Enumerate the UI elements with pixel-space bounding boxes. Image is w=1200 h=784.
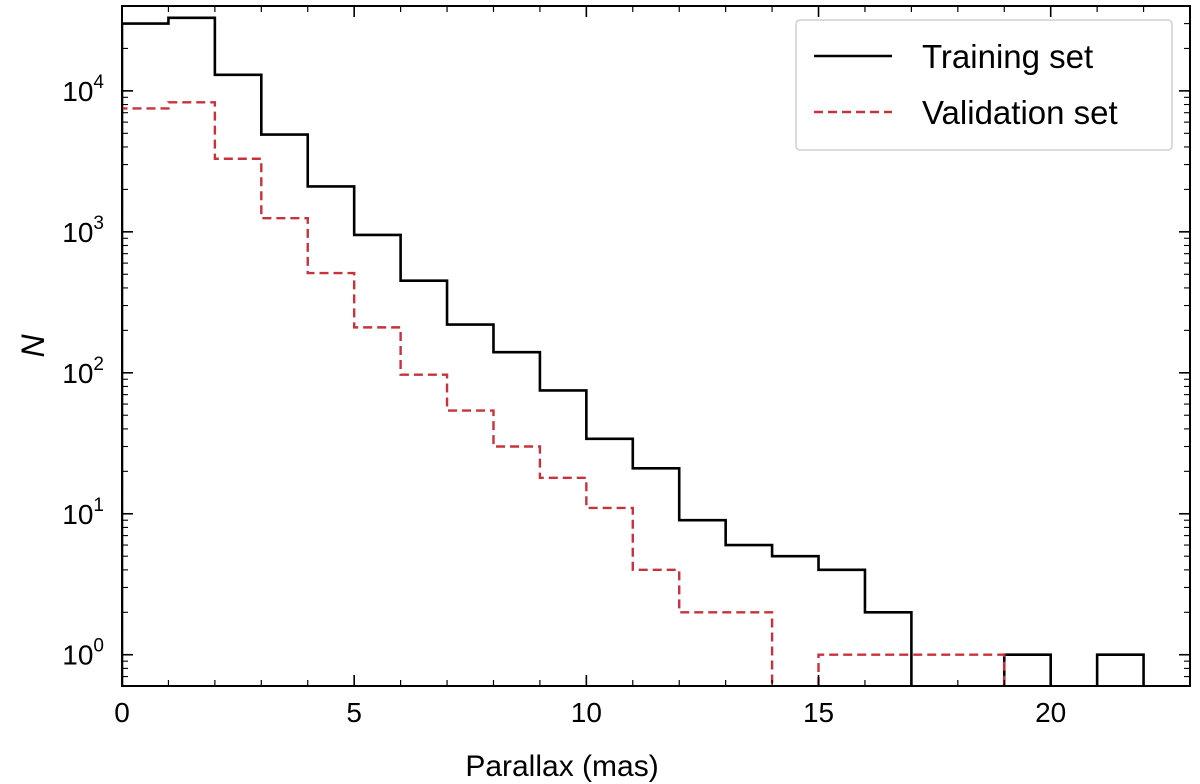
x-tick-label: 20 xyxy=(1035,697,1066,728)
y-axis-label: N xyxy=(15,334,51,358)
x-tick-label: 15 xyxy=(803,697,834,728)
legend-label-validation: Validation set xyxy=(922,94,1118,131)
legend-box xyxy=(795,19,1173,151)
y-tick-label: 100 xyxy=(62,636,104,671)
y-tick-label: 103 xyxy=(62,213,104,248)
plot-frame xyxy=(121,5,1191,687)
plot-area xyxy=(122,16,1145,686)
y-tick-label: 104 xyxy=(62,72,104,107)
legend: Training set Validation set xyxy=(795,19,1173,151)
y-tick-label: 101 xyxy=(62,495,104,530)
series-validation-step-line xyxy=(122,101,1006,686)
x-tick-label: 5 xyxy=(346,697,362,728)
y-tick-label: 102 xyxy=(62,354,104,389)
x-axis-label: Parallax (mas) xyxy=(465,750,658,783)
x-tick-label: 10 xyxy=(571,697,602,728)
legend-label-training: Training set xyxy=(922,38,1093,75)
axes: 0 5 10 15 20 100 101 102 103 104 Parallax (mas) N xyxy=(15,5,1191,783)
x-tick-label: 0 xyxy=(114,697,130,728)
